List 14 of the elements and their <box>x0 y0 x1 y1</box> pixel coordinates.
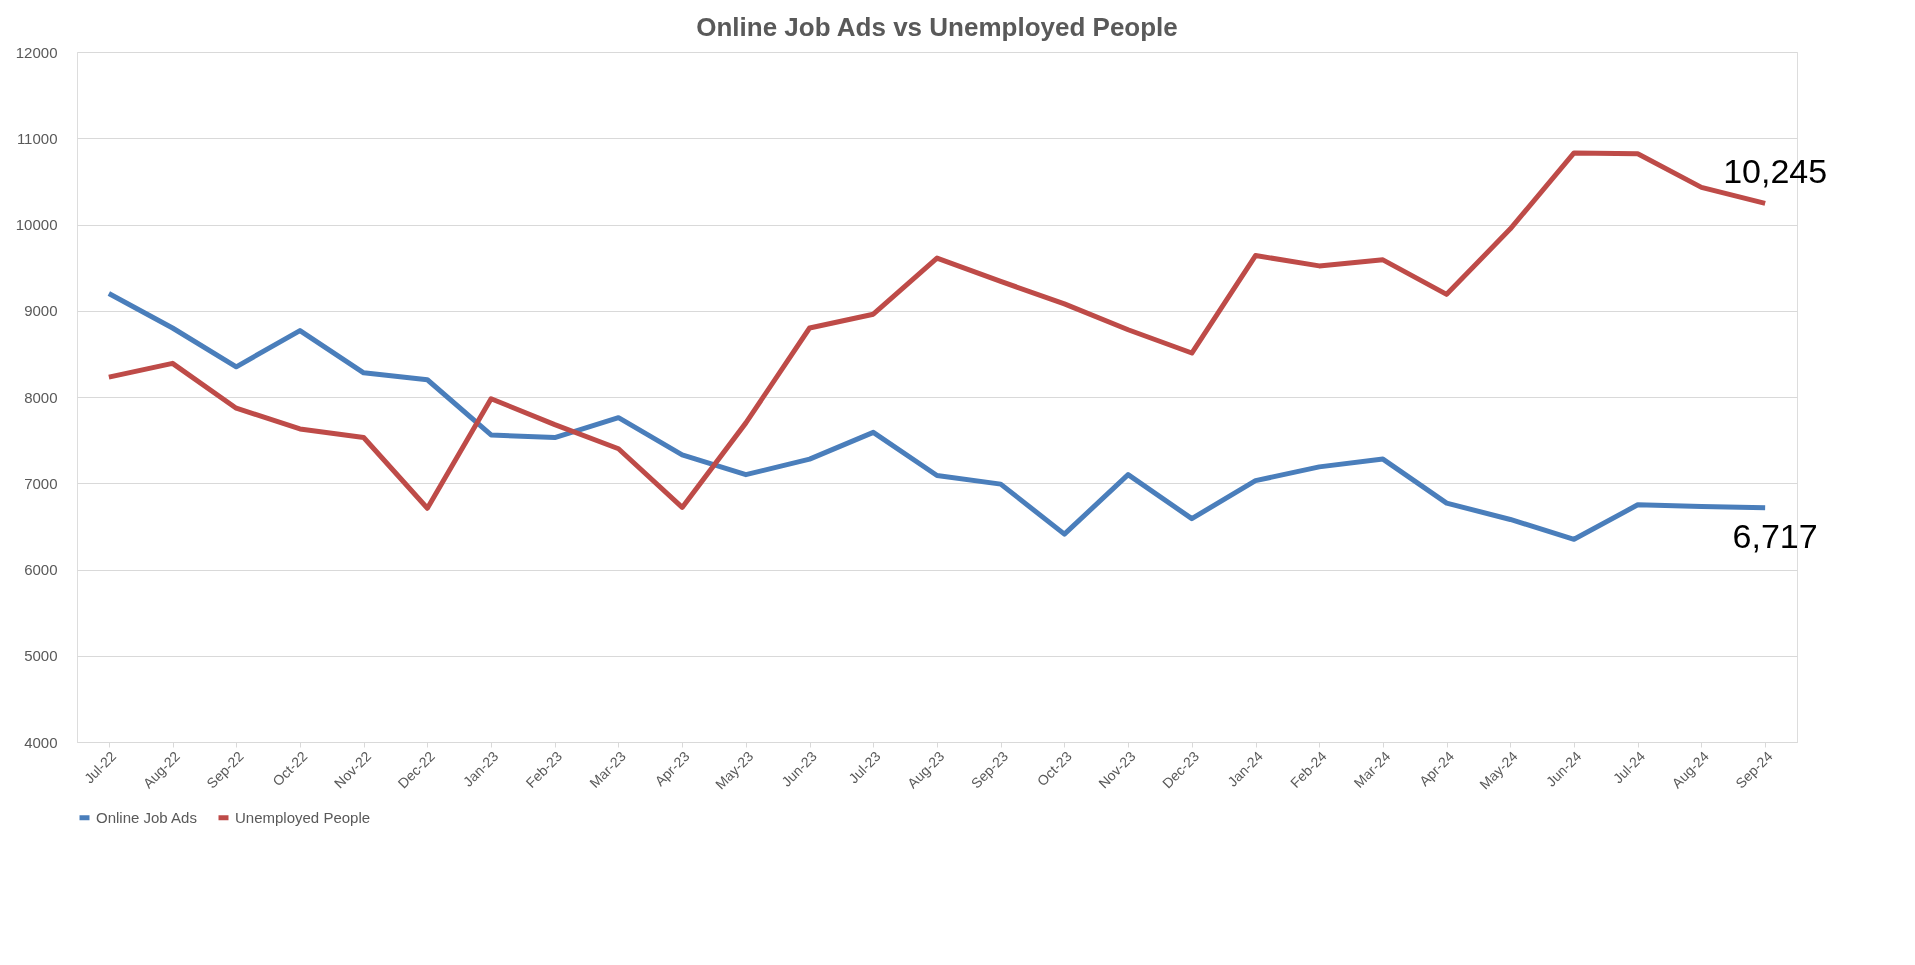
y-tick-label: 7000 <box>24 474 58 492</box>
y-tick-label: 8000 <box>24 388 58 406</box>
legend-label: Unemployed People <box>235 808 371 826</box>
annotation: 10,245 <box>1723 152 1828 191</box>
legend-label: Online Job Ads <box>96 808 197 826</box>
y-tick-label: 10000 <box>15 216 58 233</box>
chart-title: Online Job Ads vs Unemployed People <box>696 12 1178 42</box>
y-tick-label: 12000 <box>15 43 58 61</box>
y-tick-label: 11000 <box>16 129 58 147</box>
y-tick-label: 6000 <box>24 561 58 578</box>
y-tick-label: 5000 <box>24 647 58 665</box>
y-tick-label: 4000 <box>24 733 58 751</box>
y-tick-label: 9000 <box>24 302 58 320</box>
annotation: 6,717 <box>1732 516 1818 555</box>
